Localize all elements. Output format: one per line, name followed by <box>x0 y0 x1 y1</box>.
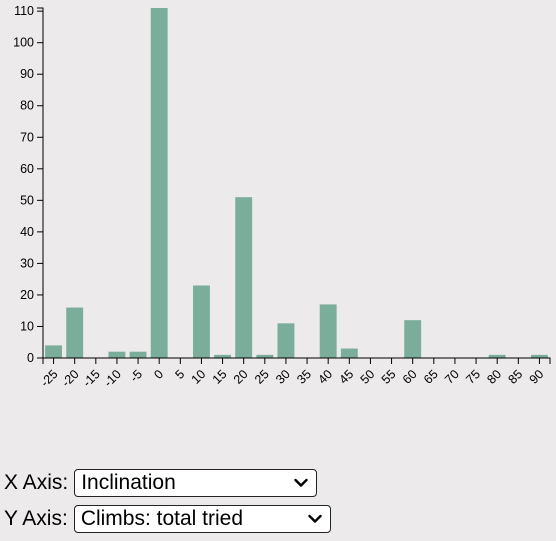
x-tick-label: 80 <box>484 367 504 387</box>
x-tick-label: -15 <box>80 367 103 390</box>
y-tick-label: 60 <box>20 162 34 176</box>
y-axis-line <box>37 7 44 359</box>
y-axis: 0 10 20 30 40 50 60 70 80 90 100 110 <box>13 4 44 365</box>
bar-40 <box>319 304 337 358</box>
y-tick-label: 100 <box>13 36 34 50</box>
chevron-down-icon <box>308 514 322 523</box>
x-tick-label: 85 <box>506 367 526 387</box>
y-tick-label: 10 <box>20 319 34 333</box>
x-tick-label: 30 <box>273 367 293 387</box>
y-axis-select[interactable]: Climbs: total tried <box>73 505 331 533</box>
bar--10 <box>108 351 126 358</box>
y-tick-label: 0 <box>27 351 34 365</box>
x-axis-label: X Axis: <box>4 471 69 494</box>
x-tick-label: 0 <box>151 367 166 382</box>
bar-10 <box>192 285 210 358</box>
bars-layer <box>45 8 548 358</box>
bar-80 <box>488 354 506 358</box>
bar--5 <box>129 351 147 358</box>
y-tick-label: 80 <box>20 99 34 113</box>
y-tick-label: 70 <box>20 130 34 144</box>
x-tick-label: -20 <box>59 367 82 390</box>
x-tick-label: 35 <box>294 367 314 387</box>
y-axis-control: Y Axis: Climbs: total tried <box>4 503 331 535</box>
x-tick-label: 45 <box>337 367 357 387</box>
x-axis-select[interactable]: Inclination <box>74 469 318 497</box>
bar-25 <box>256 354 274 358</box>
x-axis-control: X Axis: Inclination <box>4 467 331 499</box>
x-tick-label: 65 <box>421 367 441 387</box>
bar--20 <box>66 307 84 358</box>
bar-0 <box>150 8 168 358</box>
axis-controls: X Axis: Inclination Y Axis: Climbs: tota… <box>4 467 331 539</box>
x-tick-label: 70 <box>442 367 462 387</box>
x-tick-label: 40 <box>315 367 335 387</box>
bar-15 <box>214 354 232 358</box>
x-tick-label: -5 <box>127 367 145 385</box>
x-axis-selected-value: Inclination <box>81 471 176 494</box>
y-tick-label: 40 <box>20 225 34 239</box>
bar-30 <box>277 323 295 358</box>
x-axis-line <box>42 357 551 364</box>
x-tick-label: 60 <box>400 367 420 387</box>
y-tick-label: 30 <box>20 256 34 270</box>
y-axis-label: Y Axis: <box>4 507 68 530</box>
bar-90 <box>530 354 548 358</box>
x-tick-label: 50 <box>358 367 378 387</box>
bar-45 <box>340 348 358 358</box>
y-tick-label: 90 <box>20 67 34 81</box>
y-tick-label: 20 <box>20 288 34 302</box>
x-axis: -25-20-15-10 -5 0 5 10 15 20 25 30 35 40 45 50 55 60 65… <box>38 357 551 390</box>
bar--25 <box>45 345 63 358</box>
x-tick-label: 20 <box>231 367 251 387</box>
y-tick-label: 110 <box>14 4 34 18</box>
bar-60 <box>404 320 422 358</box>
bar-20 <box>235 197 253 358</box>
x-tick-label: -25 <box>38 367 61 390</box>
x-tick-label: 5 <box>172 367 187 382</box>
y-tick-label: 50 <box>20 193 34 207</box>
x-tick-label: 10 <box>189 367 209 387</box>
y-axis-selected-value: Climbs: total tried <box>80 507 244 530</box>
x-tick-label: 15 <box>210 367 230 387</box>
x-tick-label: 90 <box>527 367 547 387</box>
x-tick-label: 75 <box>463 367 483 387</box>
x-tick-label: -10 <box>101 367 124 390</box>
x-tick-label: 25 <box>252 367 272 387</box>
chevron-down-icon <box>294 478 308 487</box>
x-tick-label: 55 <box>379 367 399 387</box>
